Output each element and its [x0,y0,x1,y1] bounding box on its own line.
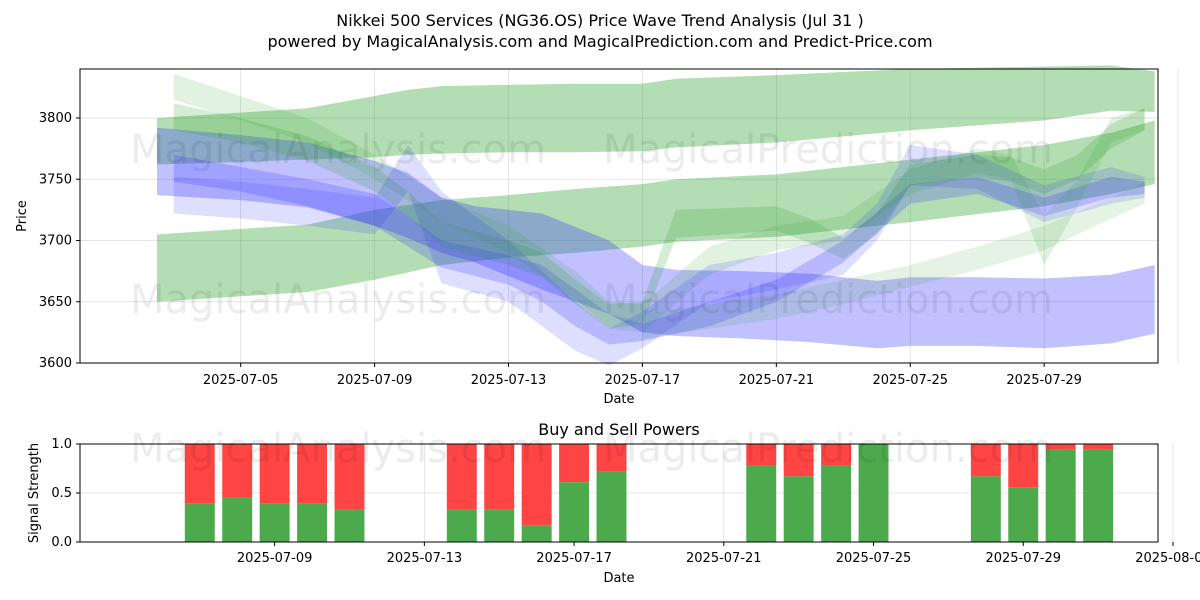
sell-bar-day-22 [746,444,777,466]
buy-bar-day-30 [1045,449,1076,542]
bottom-y-tick-label-0.5: 0.5 [51,486,72,501]
price-wave-plot: 3600 3650 3700 3750 3800 2025-07-05 2025-07-09… [15,65,1179,407]
buy-bar-day-31 [1083,449,1114,542]
buy-bar-day-8 [222,497,253,542]
x-tick-label-2025-07-29: 2025-07-29 [1006,373,1082,388]
sell-bar-day-9 [259,444,290,504]
band-wave-green-lower [157,120,1155,302]
sell-bar-day-28 [970,444,1001,477]
bottom-x-tick-label-2025-08-01: 2025-08-01 [1135,551,1200,566]
sell-bar-day-15 [484,444,515,510]
watermark-mid-right: MagicalPrediction.com [603,277,1053,323]
band-wave-blue-main [157,127,1155,349]
sell-bar-day-23 [783,444,814,477]
x-tick-label-2025-07-05: 2025-07-05 [203,373,279,388]
x-tick-label-2025-07-13: 2025-07-13 [471,373,547,388]
bottom-chart-title: Buy and Sell Powers [538,420,700,439]
y-tick-label-3800: 3800 [39,111,72,126]
top-plot-frame [79,68,1159,364]
sell-bar-day-16 [521,444,552,526]
bottom-x-axis-label: Date [603,571,634,586]
x-tick-label-2025-07-21: 2025-07-21 [739,373,815,388]
sell-bar-day-14 [446,444,477,510]
buy-bar-day-15 [484,509,515,542]
y-tick-label-3750: 3750 [39,172,72,187]
buy-bar-day-9 [259,503,290,542]
x-tick-label-2025-07-25: 2025-07-25 [872,373,948,388]
watermark-bottom-right: MagicalPrediction.com [603,426,1053,472]
bottom-x-tick-label-2025-07-17: 2025-07-17 [536,551,612,566]
buy-bar-day-16 [521,525,552,542]
band-wave-green-upper [157,65,1155,165]
sell-bar-day-11 [334,444,365,510]
bottom-y-axis-label: Signal Strength [27,443,42,543]
watermark-top-right: MagicalPrediction.com [603,127,1053,173]
watermark-mid-left: MagicalAnalysis.com [130,277,546,323]
sell-bar-day-8 [222,444,253,498]
bottom-y-tick-label-1.0: 1.0 [51,437,72,452]
buy-bar-day-10 [297,503,328,542]
chart-subtitle: powered by MagicalAnalysis.com and Magic… [267,32,932,51]
bottom-x-tick-label-2025-07-25: 2025-07-25 [836,551,912,566]
watermark-bottom-left: MagicalAnalysis.com [130,426,546,472]
buy-sell-plot: 0.0 0.5 1.0 2025-07-09 2025-07-13 2025-07-17 2… [27,437,1200,586]
sell-bar-day-7 [184,444,215,504]
top-y-axis-label: Price [15,200,30,232]
sell-bar-day-18 [596,444,627,472]
x-tick-label-2025-07-17: 2025-07-17 [605,373,681,388]
buy-bar-day-25 [858,444,889,542]
y-tick-label-3650: 3650 [39,295,72,310]
buy-bar-day-22 [746,465,777,542]
buy-bar-day-29 [1008,487,1039,542]
bottom-y-tick-label-0.0: 0.0 [51,535,72,550]
y-tick-label-3600: 3600 [39,356,72,371]
sell-bar-day-24 [821,444,852,466]
chart-title: Nikkei 500 Services (NG36.OS) Price Wave… [336,11,863,30]
x-tick-label-2025-07-09: 2025-07-09 [337,373,413,388]
buy-bar-day-18 [596,471,627,542]
bottom-x-tick-label-2025-07-29: 2025-07-29 [985,551,1061,566]
top-x-axis-label: Date [603,392,634,407]
sell-bar-day-17 [559,444,590,483]
bottom-x-tick-label-2025-07-13: 2025-07-13 [387,551,463,566]
sell-bar-day-30 [1045,444,1076,450]
buy-bar-day-24 [821,465,852,542]
band-wave-mixed-3 [173,144,1145,366]
bottom-x-tick-label-2025-07-09: 2025-07-09 [237,551,313,566]
buy-bar-day-28 [970,476,1001,542]
bottom-x-tick-label-2025-07-21: 2025-07-21 [686,551,762,566]
buy-bar-day-11 [334,509,365,542]
band-wave-blue-secondary [173,154,1145,345]
sell-bar-day-29 [1008,444,1039,488]
buy-bar-day-14 [446,509,477,542]
buy-bar-day-17 [559,482,590,542]
band-wave-mixed-4 [642,181,1145,339]
buy-bar-day-23 [783,476,814,542]
buy-bar-day-7 [184,503,215,542]
sell-bar-day-31 [1083,444,1114,450]
y-tick-label-3700: 3700 [39,234,72,249]
sell-bar-day-10 [297,444,328,504]
watermark-top-left: MagicalAnalysis.com [130,127,546,173]
